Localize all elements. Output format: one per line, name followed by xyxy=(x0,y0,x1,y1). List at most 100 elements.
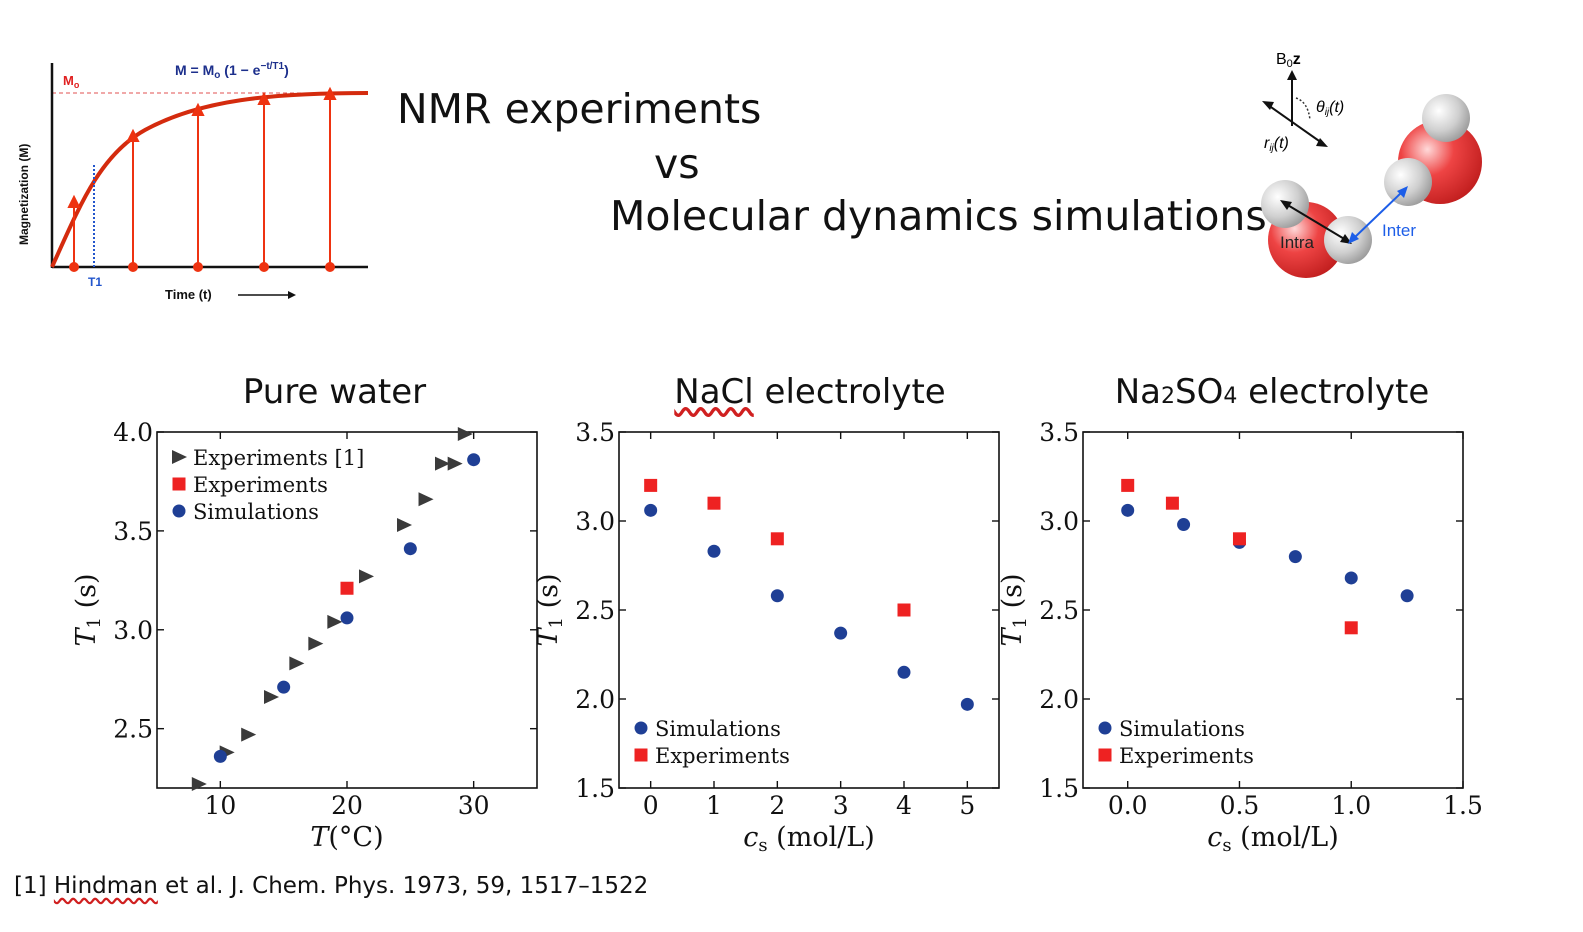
data-point-circle xyxy=(467,453,481,467)
x-tick-label: 4 xyxy=(896,791,912,820)
data-point-square xyxy=(1344,621,1358,635)
legend-marker xyxy=(1098,748,1112,762)
data-point-square xyxy=(340,581,354,595)
legend-marker xyxy=(1098,721,1112,735)
data-point-square xyxy=(1232,532,1246,546)
molecules-inset: B0z θij(t) rij(t) Intra Inter xyxy=(1261,51,1482,278)
distance-label: rij(t) xyxy=(1264,135,1289,154)
data-point-circle xyxy=(277,680,291,694)
data-point-circle xyxy=(770,589,784,603)
data-point-circle xyxy=(897,665,911,679)
data-point-circle xyxy=(960,697,974,711)
legend-marker xyxy=(172,477,186,491)
data-point-circle xyxy=(403,542,417,556)
slide-heading: NMR experiments vs Molecular dynamics si… xyxy=(397,70,1300,260)
chart-nacl: 0 1 2 3 4 5 1.5 2.0 2.5 3.0 3.5 cs (mol/L) T1 (s) Sim… xyxy=(533,418,1000,856)
data-point-triangle-right xyxy=(397,517,412,532)
data-point-circle xyxy=(1288,550,1302,564)
x-tick-label: 1 xyxy=(706,791,722,820)
data-point-triangle-right xyxy=(457,426,473,441)
relaxation-inset: M = Mo (1 − e−t/T1) Mo T1 Time (t) Magne… xyxy=(17,61,369,302)
legend-label: Experiments xyxy=(1119,744,1254,768)
data-point-circle xyxy=(707,544,721,558)
y-axis-label: T1 (s) xyxy=(71,574,105,647)
y-axis-label: T1 (s) xyxy=(533,574,567,647)
data-point-triangle-right xyxy=(308,636,324,651)
heading-line-3: Molecular dynamics simulations xyxy=(610,192,1267,240)
x-tick-label: 5 xyxy=(959,791,975,820)
x-tick-label: 30 xyxy=(458,791,490,820)
chart-na2so4: 0.0 0.5 1.0 1.5 1.5 2.0 2.5 3.0 3.5 cs (mol/L) T1 … xyxy=(997,418,1483,856)
x-tick-label: 1.0 xyxy=(1331,791,1371,820)
legend-marker xyxy=(634,721,648,735)
inset-m0-label: Mo xyxy=(63,73,80,90)
y-tick-label: 4.0 xyxy=(113,418,153,447)
y-tick-label: 3.5 xyxy=(575,418,615,447)
x-axis-label: T(°C) xyxy=(310,822,383,853)
data-point-square xyxy=(1121,478,1135,492)
data-point-square xyxy=(897,603,911,617)
y-tick-label: 3.5 xyxy=(113,517,153,546)
y-axis-label: T1 (s) xyxy=(997,574,1031,647)
legend-marker xyxy=(172,504,186,518)
x-tick-label: 0.0 xyxy=(1108,791,1148,820)
legend-label: Experiments xyxy=(193,473,328,497)
y-tick-label: 2.5 xyxy=(575,596,615,625)
x-tick-label: 2 xyxy=(769,791,785,820)
chart-pure-water: 10 20 30 2.5 3.0 3.5 4.0 T(°C) T1 (s) Experiments… xyxy=(71,418,538,853)
heading-line-1: NMR experiments xyxy=(397,85,762,133)
inset-t1-label: T1 xyxy=(88,275,102,289)
data-point-circle xyxy=(1400,589,1414,603)
y-tick-label: 3.0 xyxy=(1039,507,1079,536)
data-point-triangle-right xyxy=(264,690,279,705)
data-point-triangle-right xyxy=(447,456,463,471)
data-point-circle xyxy=(1344,571,1358,585)
data-point-triangle-right xyxy=(289,656,305,671)
data-point-triangle-right xyxy=(241,727,257,742)
chart-title-nacl: NaCl electrolyte xyxy=(674,372,946,412)
legend-label: Experiments [1] xyxy=(193,446,364,470)
legend-marker xyxy=(634,748,648,762)
legend-label: Simulations xyxy=(1119,717,1245,741)
x-tick-label: 1.5 xyxy=(1443,791,1483,820)
data-point-circle xyxy=(213,749,227,763)
x-tick-label: 20 xyxy=(331,791,363,820)
inset-arrows xyxy=(67,86,337,272)
data-point-square xyxy=(770,532,784,546)
y-tick-label: 3.0 xyxy=(575,507,615,536)
field-label: B0z xyxy=(1276,51,1301,70)
legend-marker xyxy=(172,450,187,464)
data-point-square xyxy=(707,496,721,510)
y-tick-label: 1.5 xyxy=(1039,774,1079,803)
x-axis-label: cs (mol/L) xyxy=(743,822,875,856)
y-tick-label: 3.5 xyxy=(1039,418,1079,447)
y-tick-label: 2.0 xyxy=(575,685,615,714)
intra-label: Intra xyxy=(1280,233,1315,252)
data-point-triangle-right xyxy=(359,569,374,584)
reference-citation: [1] Hindman et al. J. Chem. Phys. 1973, … xyxy=(14,873,649,899)
y-tick-label: 1.5 xyxy=(575,774,615,803)
data-point-circle xyxy=(834,626,848,640)
inset-xlabel: Time (t) xyxy=(165,287,212,302)
y-tick-label: 2.5 xyxy=(1039,596,1079,625)
legend-label: Experiments xyxy=(655,744,790,768)
data-point-triangle-right xyxy=(418,492,434,507)
heading-line-2: vs xyxy=(654,140,700,188)
data-point-square xyxy=(1165,496,1179,510)
inset-ylabel: Magnetization (M) xyxy=(17,144,31,245)
y-tick-label: 2.0 xyxy=(1039,685,1079,714)
data-point-triangle-right xyxy=(327,614,343,629)
legend-label: Simulations xyxy=(655,717,781,741)
chart-title-na2so4: Na2SO4 electrolyte xyxy=(1114,372,1430,412)
data-point-square xyxy=(644,478,658,492)
x-axis-label: cs (mol/L) xyxy=(1207,822,1339,856)
data-point-circle xyxy=(1121,503,1135,517)
x-tick-label: 0 xyxy=(643,791,659,820)
inter-label: Inter xyxy=(1382,221,1416,240)
angle-label: θij(t) xyxy=(1316,99,1344,118)
data-point-triangle-right xyxy=(191,777,207,792)
inset-formula: M = Mo (1 − e−t/T1) xyxy=(175,61,289,81)
legend-label: Simulations xyxy=(193,500,319,524)
data-point-circle xyxy=(340,611,354,625)
x-tick-label: 0.5 xyxy=(1220,791,1260,820)
